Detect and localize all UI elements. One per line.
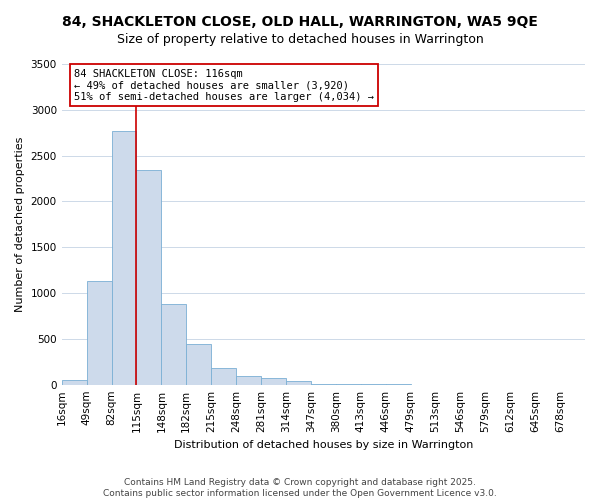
Text: 84, SHACKLETON CLOSE, OLD HALL, WARRINGTON, WA5 9QE: 84, SHACKLETON CLOSE, OLD HALL, WARRINGT… — [62, 15, 538, 29]
Bar — [62, 380, 86, 384]
Text: 84 SHACKLETON CLOSE: 116sqm
← 49% of detached houses are smaller (3,920)
51% of : 84 SHACKLETON CLOSE: 116sqm ← 49% of det… — [74, 68, 374, 102]
Text: Contains HM Land Registry data © Crown copyright and database right 2025.
Contai: Contains HM Land Registry data © Crown c… — [103, 478, 497, 498]
Bar — [161, 304, 186, 384]
Bar — [136, 170, 161, 384]
X-axis label: Distribution of detached houses by size in Warrington: Distribution of detached houses by size … — [173, 440, 473, 450]
Y-axis label: Number of detached properties: Number of detached properties — [15, 136, 25, 312]
Bar — [86, 281, 112, 384]
Bar — [186, 344, 211, 385]
Bar — [112, 131, 136, 384]
Bar — [236, 376, 261, 384]
Bar — [211, 368, 236, 384]
Bar — [261, 378, 286, 384]
Bar — [286, 382, 311, 384]
Text: Size of property relative to detached houses in Warrington: Size of property relative to detached ho… — [116, 32, 484, 46]
